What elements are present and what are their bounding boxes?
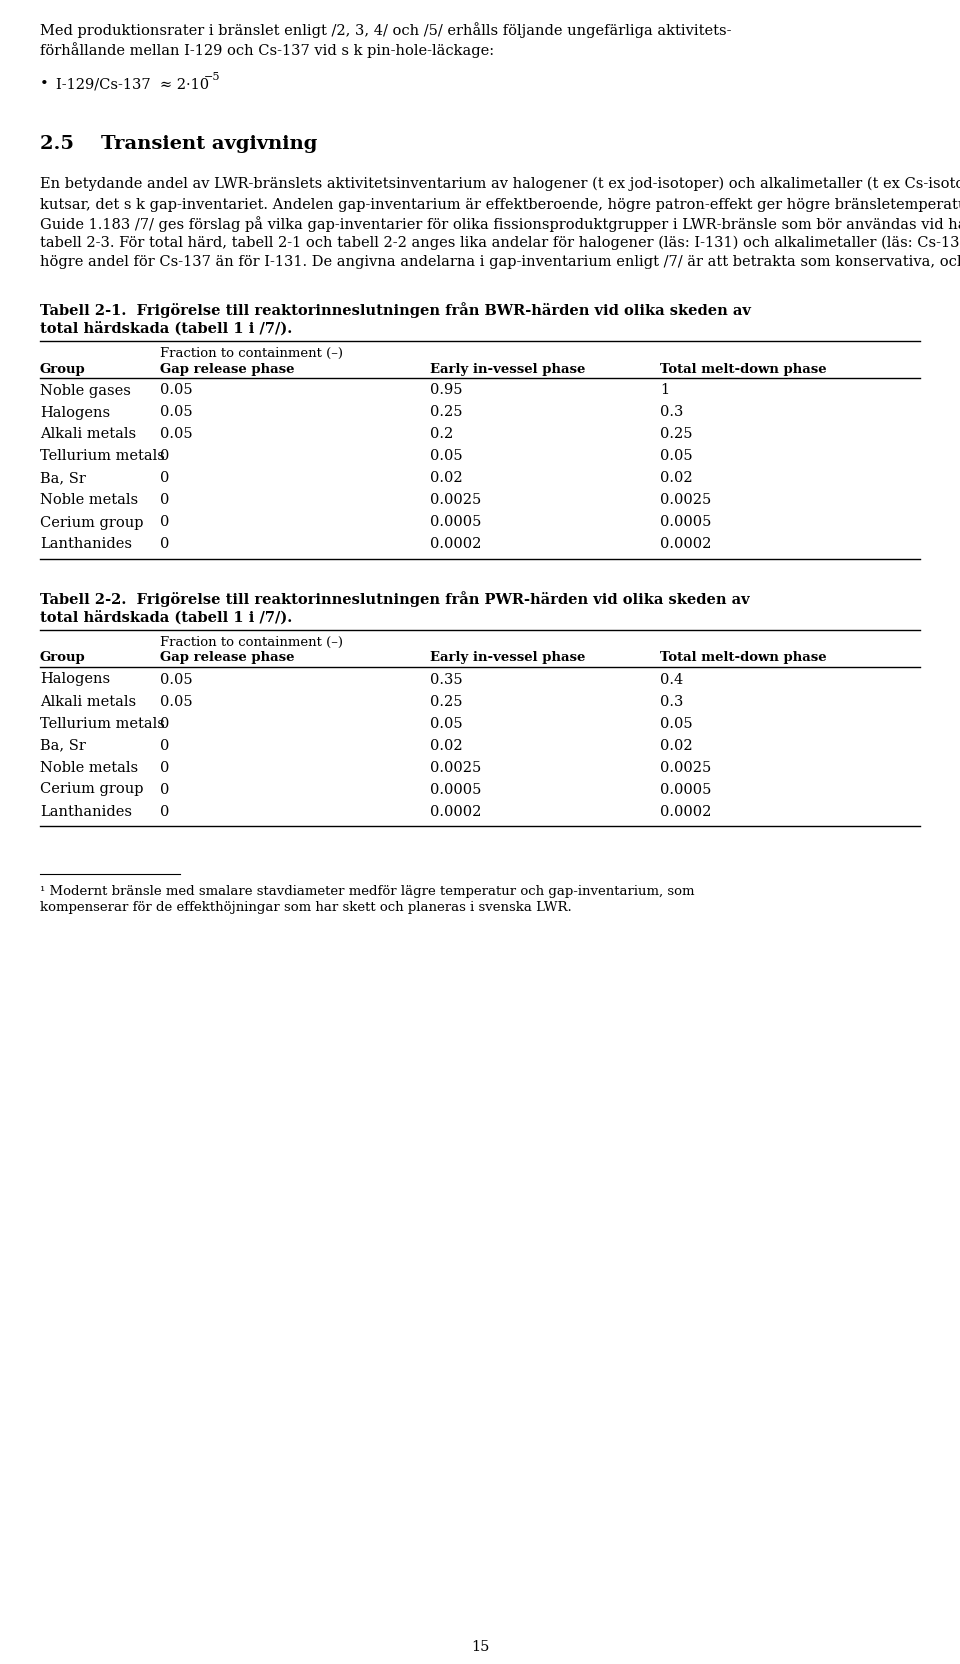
Text: 0.05: 0.05	[660, 449, 692, 463]
Text: 0.0005: 0.0005	[430, 782, 481, 795]
Text: 0.05: 0.05	[430, 449, 463, 463]
Text: Med produktionsrater i bränslet enligt /2, 3, 4/ och /5/ erhålls följande ungefä: Med produktionsrater i bränslet enligt /…	[40, 22, 732, 38]
Text: Cerium group: Cerium group	[40, 782, 143, 795]
Text: Cerium group: Cerium group	[40, 516, 143, 529]
Text: Halogens: Halogens	[40, 406, 110, 419]
Text: Guide 1.183 /7/ ges förslag på vilka gap-inventarier för olika fissionsproduktgr: Guide 1.183 /7/ ges förslag på vilka gap…	[40, 216, 960, 231]
Text: Noble gases: Noble gases	[40, 383, 131, 398]
Text: 0.0002: 0.0002	[430, 537, 481, 551]
Text: Noble metals: Noble metals	[40, 493, 138, 508]
Text: En betydande andel av LWR-bränslets aktivitetsinventarium av halogener (t ex jod: En betydande andel av LWR-bränslets akti…	[40, 176, 960, 191]
Text: 0.05: 0.05	[160, 428, 193, 441]
Text: Total melt-down phase: Total melt-down phase	[660, 363, 827, 376]
Text: Ba, Sr: Ba, Sr	[40, 471, 85, 486]
Text: 0.95: 0.95	[430, 383, 463, 398]
Text: Gap release phase: Gap release phase	[160, 363, 295, 376]
Text: Alkali metals: Alkali metals	[40, 694, 136, 709]
Text: 0.05: 0.05	[160, 383, 193, 398]
Text: total härdskada (tabell 1 i /7/).: total härdskada (tabell 1 i /7/).	[40, 611, 292, 624]
Text: 0: 0	[160, 739, 169, 752]
Text: 0.25: 0.25	[430, 694, 463, 709]
Text: 0.0025: 0.0025	[660, 760, 711, 774]
Text: förhållande mellan I-129 och Cs-137 vid s k pin-hole-läckage:: förhållande mellan I-129 och Cs-137 vid …	[40, 42, 494, 58]
Text: 0.2: 0.2	[430, 428, 453, 441]
Text: 0.05: 0.05	[160, 672, 193, 686]
Text: 15: 15	[470, 1639, 490, 1652]
Text: 0.0005: 0.0005	[660, 782, 711, 795]
Text: 0.0025: 0.0025	[430, 760, 481, 774]
Text: 1: 1	[660, 383, 669, 398]
Text: 0.05: 0.05	[160, 406, 193, 419]
Text: I-129/Cs-137  ≈ 2·10: I-129/Cs-137 ≈ 2·10	[56, 77, 209, 92]
Text: Early in-vessel phase: Early in-vessel phase	[430, 651, 586, 664]
Text: −5: −5	[204, 72, 221, 82]
Text: 0.0002: 0.0002	[430, 804, 481, 819]
Text: Noble metals: Noble metals	[40, 760, 138, 774]
Text: 0.35: 0.35	[430, 672, 463, 686]
Text: 0: 0	[160, 804, 169, 819]
Text: ¹ Modernt bränsle med smalare stavdiameter medför lägre temperatur och gap-inven: ¹ Modernt bränsle med smalare stavdiamet…	[40, 884, 694, 897]
Text: 0: 0	[160, 516, 169, 529]
Text: 0.3: 0.3	[660, 694, 684, 709]
Text: 0.02: 0.02	[430, 471, 463, 486]
Text: 0: 0	[160, 493, 169, 508]
Text: 0.3: 0.3	[660, 406, 684, 419]
Text: 0: 0	[160, 449, 169, 463]
Text: 0.25: 0.25	[430, 406, 463, 419]
Text: högre andel för Cs-137 än för I-131. De angivna andelarna i gap-inventarium enli: högre andel för Cs-137 än för I-131. De …	[40, 255, 960, 270]
Text: 0.0005: 0.0005	[660, 516, 711, 529]
Text: Halogens: Halogens	[40, 672, 110, 686]
Text: •: •	[40, 77, 49, 92]
Text: 0.05: 0.05	[160, 694, 193, 709]
Text: 0.0025: 0.0025	[430, 493, 481, 508]
Text: Tellurium metals: Tellurium metals	[40, 716, 165, 730]
Text: 0.02: 0.02	[660, 739, 692, 752]
Text: 0.02: 0.02	[430, 739, 463, 752]
Text: 0.0005: 0.0005	[430, 516, 481, 529]
Text: 0: 0	[160, 760, 169, 774]
Text: Fraction to containment (–): Fraction to containment (–)	[160, 346, 343, 359]
Text: 0.02: 0.02	[660, 471, 692, 486]
Text: Alkali metals: Alkali metals	[40, 428, 136, 441]
Text: 2.5    Transient avgivning: 2.5 Transient avgivning	[40, 135, 318, 153]
Text: kutsar, det s k gap-inventariet. Andelen gap-inventarium är effektberoende, högr: kutsar, det s k gap-inventariet. Andelen…	[40, 196, 960, 211]
Text: Lanthanides: Lanthanides	[40, 537, 132, 551]
Text: Tabell 2-2.  Frigörelse till reaktorinneslutningen från PWR-härden vid olika ske: Tabell 2-2. Frigörelse till reaktorinnes…	[40, 591, 750, 607]
Text: 0.4: 0.4	[660, 672, 684, 686]
Text: Tellurium metals: Tellurium metals	[40, 449, 165, 463]
Text: Group: Group	[40, 651, 85, 664]
Text: Gap release phase: Gap release phase	[160, 651, 295, 664]
Text: Group: Group	[40, 363, 85, 376]
Text: 0.0002: 0.0002	[660, 537, 711, 551]
Text: Fraction to containment (–): Fraction to containment (–)	[160, 636, 343, 647]
Text: 0.0002: 0.0002	[660, 804, 711, 819]
Text: kompenserar för de effekthöjningar som har skett och planeras i svenska LWR.: kompenserar för de effekthöjningar som h…	[40, 900, 572, 914]
Text: Ba, Sr: Ba, Sr	[40, 739, 85, 752]
Text: Total melt-down phase: Total melt-down phase	[660, 651, 827, 664]
Text: total härdskada (tabell 1 i /7/).: total härdskada (tabell 1 i /7/).	[40, 321, 292, 336]
Text: Early in-vessel phase: Early in-vessel phase	[430, 363, 586, 376]
Text: 0.05: 0.05	[430, 716, 463, 730]
Text: 0: 0	[160, 782, 169, 795]
Text: Tabell 2-1.  Frigörelse till reaktorinneslutningen från BWR-härden vid olika ske: Tabell 2-1. Frigörelse till reaktorinnes…	[40, 303, 751, 318]
Text: Lanthanides: Lanthanides	[40, 804, 132, 819]
Text: 0.05: 0.05	[660, 716, 692, 730]
Text: 0.25: 0.25	[660, 428, 692, 441]
Text: 0: 0	[160, 471, 169, 486]
Text: tabell 2-3. För total härd, tabell 2-1 och tabell 2-2 anges lika andelar för hal: tabell 2-3. För total härd, tabell 2-1 o…	[40, 235, 960, 250]
Text: 0.0025: 0.0025	[660, 493, 711, 508]
Text: 0: 0	[160, 537, 169, 551]
Text: 0: 0	[160, 716, 169, 730]
